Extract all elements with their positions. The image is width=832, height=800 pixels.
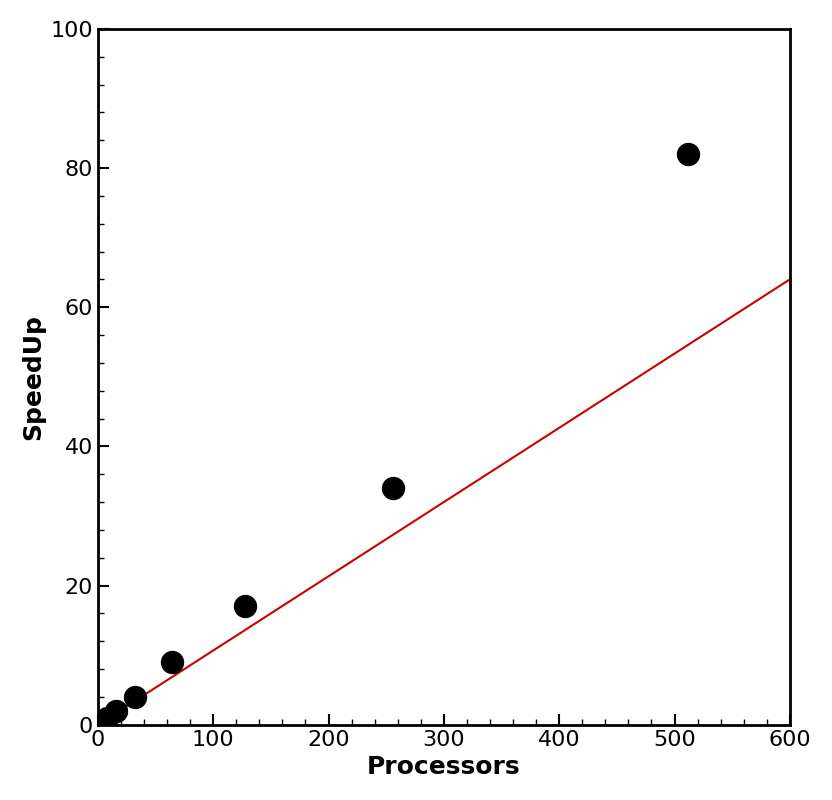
Point (110, 705, 123, 718)
Point (165, 656, 178, 669)
Y-axis label: SpeedUp: SpeedUp (21, 314, 45, 440)
Point (128, 690, 141, 703)
X-axis label: Processors: Processors (367, 755, 521, 779)
Point (681, 148, 695, 161)
Point (239, 600, 252, 613)
Point (101, 711, 114, 724)
Point (386, 482, 399, 494)
